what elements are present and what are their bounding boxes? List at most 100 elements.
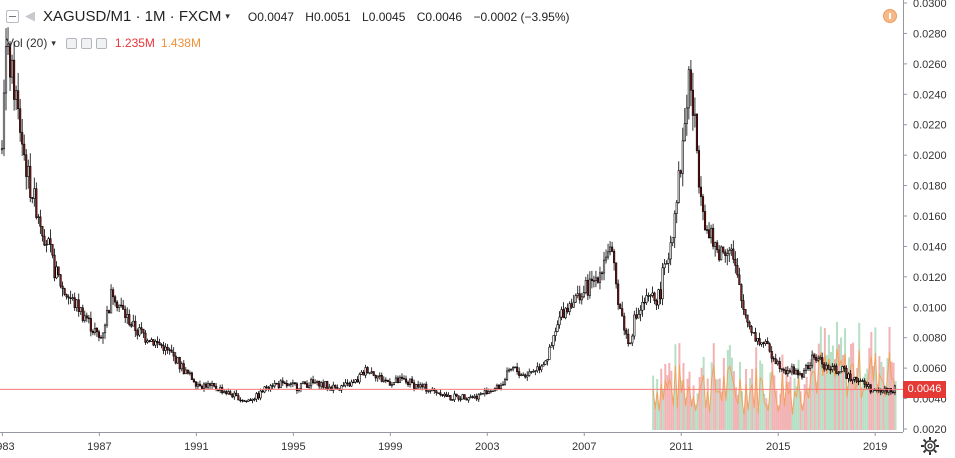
volume-bar	[749, 378, 752, 430]
candle-body	[307, 385, 311, 388]
candle-body	[809, 364, 812, 369]
candle-body	[879, 389, 882, 393]
symbol-title[interactable]: XAGUSD/M1 · 1M · FXCM	[43, 8, 222, 25]
candle-body	[344, 382, 347, 386]
volume-label[interactable]: Vol (20)	[6, 36, 48, 50]
close-label: C	[416, 9, 426, 24]
candle-body	[118, 304, 121, 309]
candle-body	[241, 399, 244, 402]
chevron-down-icon[interactable]: ▾	[225, 11, 230, 21]
candle-body	[69, 297, 72, 299]
candle-body	[677, 170, 680, 203]
volume-bar	[726, 349, 729, 430]
candle-body	[811, 354, 814, 366]
volume-bar	[704, 400, 707, 430]
candle-body	[285, 382, 288, 387]
candle-body	[635, 314, 638, 319]
gear-icon[interactable]	[919, 435, 941, 457]
candle-body	[604, 256, 608, 261]
candle-body	[27, 165, 30, 177]
volume-bar	[775, 390, 778, 430]
y-tick-label: 0.0220	[913, 120, 947, 132]
candle-body	[699, 186, 703, 197]
chevron-down-icon[interactable]: ▾	[51, 37, 56, 48]
candle-body	[633, 314, 636, 337]
candle-body	[429, 390, 432, 392]
change-value: −0.0002 (−3.95%)	[473, 9, 570, 24]
volume-bar	[838, 344, 841, 430]
candle-body	[366, 367, 369, 374]
candle-body	[340, 385, 343, 391]
volume-bar	[846, 386, 849, 430]
candle-body	[249, 399, 252, 401]
x-tick-label: 1987	[87, 441, 111, 453]
candle-body	[303, 381, 307, 384]
volume-bar	[692, 385, 695, 430]
flag-icon[interactable]	[25, 12, 35, 22]
candle-body	[730, 248, 733, 251]
volume-bar	[652, 375, 655, 430]
candle-body	[813, 354, 816, 358]
candle-body	[754, 332, 757, 342]
candle-body	[322, 382, 325, 388]
candle-body	[691, 89, 694, 116]
volume-bar	[892, 362, 895, 430]
candle-body	[598, 272, 602, 283]
candle-body	[164, 346, 167, 351]
candle-body	[538, 366, 541, 371]
eye-icon[interactable]	[80, 37, 92, 49]
candle-body	[213, 383, 216, 387]
candle-body	[91, 330, 94, 334]
candle-body	[671, 237, 674, 244]
volume-bar	[781, 354, 784, 430]
volume-bar	[767, 404, 770, 430]
collapse-icon[interactable]	[6, 10, 19, 23]
candle-body	[382, 379, 385, 382]
candle-body	[697, 150, 701, 188]
candle-body	[568, 303, 571, 312]
candle-body	[356, 379, 359, 383]
candle-body	[804, 365, 808, 371]
time-axis[interactable]: 1983 1987 1991 1995 1999 2003 2007 2011 2015 2019	[0, 432, 903, 453]
volume-bar	[654, 401, 657, 430]
candle-body	[532, 370, 535, 373]
candle-body	[174, 355, 177, 364]
candle-body	[178, 357, 181, 370]
candle-body	[582, 292, 585, 298]
volume-bar	[674, 344, 677, 430]
settings-icon[interactable]	[65, 37, 77, 49]
candle-body	[657, 289, 660, 306]
candle-body	[479, 393, 482, 395]
volume-bar	[817, 343, 820, 430]
candle-body	[746, 314, 749, 323]
volume-bar	[690, 399, 693, 430]
candle-body	[625, 329, 628, 335]
candle-body	[198, 383, 202, 387]
candle-body	[190, 372, 193, 380]
candle-body	[176, 357, 179, 364]
candle-body	[772, 357, 775, 360]
candle-body	[0, 148, 4, 151]
close-icon[interactable]	[95, 37, 107, 49]
candle-body	[683, 123, 686, 142]
candle-body	[503, 379, 507, 385]
candle-body	[105, 310, 109, 326]
volume-bar	[743, 409, 746, 430]
candle-body	[427, 390, 430, 392]
candle-body	[330, 386, 333, 391]
candle-body	[687, 69, 690, 109]
candle-body	[815, 356, 818, 361]
volume-bar	[870, 331, 873, 430]
volume-bar	[670, 370, 673, 430]
candle-body	[794, 370, 797, 375]
candle-body	[47, 238, 50, 245]
candle-body	[584, 280, 587, 293]
candle-body	[740, 284, 743, 301]
alert-icon[interactable]	[883, 9, 897, 23]
candle-body	[693, 113, 696, 116]
y-tick-label: 0.0140	[913, 241, 947, 253]
candle-body	[572, 301, 575, 308]
candle-body	[55, 266, 58, 279]
candle-body	[166, 346, 169, 351]
